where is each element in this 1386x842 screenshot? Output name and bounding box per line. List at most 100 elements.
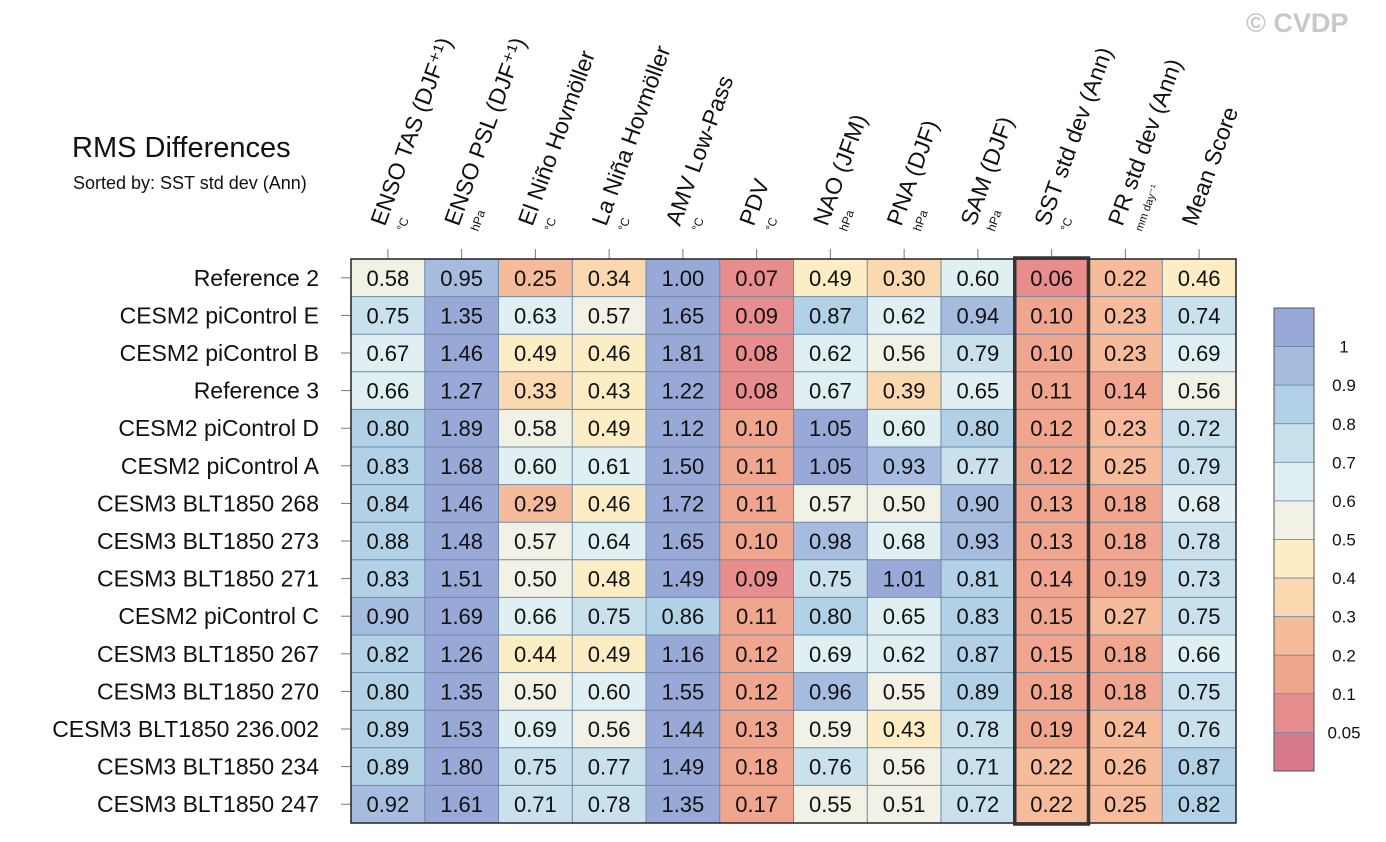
- heatmap-cell: [1014, 747, 1089, 786]
- column-unit: hPa: [468, 208, 489, 233]
- heatmap-cell: [351, 747, 425, 786]
- heatmap-cell: [646, 409, 720, 447]
- cell-value: 0.62: [809, 341, 852, 366]
- heatmap-cell: [646, 710, 720, 748]
- column-label-text: PNA (DJF): [881, 117, 943, 229]
- cell-value: 0.18: [1104, 529, 1147, 554]
- heatmap-cell: [646, 334, 720, 372]
- cell-value: 1.49: [661, 755, 704, 780]
- cell-value: 0.14: [1104, 379, 1147, 404]
- cell-value: 0.22: [1030, 755, 1073, 780]
- cell-value: 1.68: [440, 454, 483, 479]
- heatmap-cell: [351, 522, 425, 560]
- colorbar: 1 0.9 0.8 0.7 0.6 0.5 0.4 0.3 0.2 0.1 0.05: [1273, 307, 1361, 772]
- heatmap-cell: [498, 597, 573, 635]
- cell-value: 0.46: [588, 491, 631, 516]
- heatmap-cell: [1088, 635, 1163, 673]
- heatmap-cell: [1088, 296, 1163, 335]
- heatmap-cell: [1162, 296, 1236, 335]
- heatmap-cell: [719, 522, 794, 560]
- colorbar-tick-label: 0.9: [1332, 376, 1356, 395]
- heatmap-cell: [498, 259, 573, 297]
- heatmap-cell: [1162, 785, 1236, 823]
- heatmap-cell: [1014, 296, 1089, 335]
- heatmap-cell: [719, 635, 794, 673]
- cell-value: 0.13: [1030, 529, 1073, 554]
- heatmap-cell: [867, 559, 941, 598]
- cell-value: 0.93: [883, 454, 926, 479]
- heatmap-cell: [1162, 597, 1236, 635]
- heatmap-cell: [793, 409, 868, 447]
- cell-value: 0.49: [514, 341, 557, 366]
- cell-value: 0.87: [956, 642, 999, 667]
- colorbar-swatch: [1273, 693, 1315, 733]
- heatmap-cell: [646, 259, 720, 297]
- heatmap-cell: [793, 597, 868, 635]
- heatmap-cell: [498, 296, 573, 335]
- cell-value: 1.65: [661, 303, 704, 328]
- cell-value: 1.65: [661, 529, 704, 554]
- column-unit: °C: [763, 215, 781, 233]
- cell-value: 0.10: [735, 529, 778, 554]
- cell-value: 0.08: [735, 341, 778, 366]
- heatmap-cell: [793, 672, 868, 711]
- cell-value: 1.35: [440, 679, 483, 704]
- heatmap-cell: [498, 447, 573, 485]
- cell-value: 0.82: [366, 642, 409, 667]
- colorbar-swatch: [1273, 732, 1315, 772]
- heatmap-cell: [941, 559, 1015, 598]
- row-label: CESM3 BLT1850 267: [97, 641, 319, 667]
- heatmap-cell: [424, 710, 499, 748]
- heatmap-cell: [793, 334, 868, 372]
- cell-value: 0.55: [809, 792, 852, 817]
- heatmap-cell: [351, 409, 425, 447]
- colorbar-swatch: [1273, 423, 1315, 463]
- heatmap-cell: [941, 371, 1015, 410]
- colorbar-tick-label: 0.3: [1332, 608, 1356, 627]
- heatmap-cell: [793, 522, 868, 560]
- heatmap-cell: [867, 447, 941, 485]
- cell-value: 0.98: [809, 529, 852, 554]
- row-label: CESM2 piControl B: [120, 340, 319, 366]
- heatmap-cell: [1162, 484, 1236, 523]
- cell-value: 0.43: [588, 379, 631, 404]
- heatmap-cell: [424, 672, 499, 711]
- heatmap-cell: [572, 259, 646, 297]
- cell-value: 0.12: [1030, 454, 1073, 479]
- cell-value: 1.01: [883, 567, 926, 592]
- column-labels: ENSO TAS (DJF⁺¹)°C ENSO PSL (DJF⁺¹)hPa El …: [365, 34, 1243, 259]
- heatmap-cell: [867, 597, 941, 635]
- cell-value: 0.13: [735, 717, 778, 742]
- cell-value: 1.27: [440, 379, 483, 404]
- heatmap-cell: [1162, 635, 1236, 673]
- row-label: CESM3 BLT1850 273: [97, 528, 319, 554]
- heatmap-cell: [1014, 409, 1089, 447]
- cell-value: 0.25: [1104, 454, 1147, 479]
- column-unit: hPa: [910, 208, 931, 233]
- heatmap-cell: [572, 371, 646, 410]
- heatmap-cell: [424, 259, 499, 297]
- cell-value: 0.11: [736, 454, 777, 479]
- cell-value: 0.66: [366, 379, 409, 404]
- heatmap-cell: [424, 522, 499, 560]
- heatmap-cell: [941, 259, 1015, 297]
- row-label: CESM2 piControl A: [121, 453, 320, 479]
- cell-value: 0.77: [588, 755, 631, 780]
- cell-value: 1.55: [661, 679, 704, 704]
- heatmap-cell: [719, 785, 794, 823]
- row-labels: Reference 2 CESM2 piControl E CESM2 piCont…: [52, 265, 351, 817]
- heatmap-cell: [572, 522, 646, 560]
- cell-value: 0.08: [735, 379, 778, 404]
- cell-value: 0.12: [735, 642, 778, 667]
- cell-value: 1.46: [440, 491, 483, 516]
- heatmap-cell: [351, 672, 425, 711]
- cell-value: 0.18: [735, 755, 778, 780]
- column-label-text: El Niño Hovmöller: [513, 47, 600, 229]
- cell-value: 1.05: [809, 416, 852, 441]
- colorbar-tick-label: 0.5: [1332, 531, 1356, 550]
- cell-value: 0.95: [440, 266, 483, 291]
- cell-value: 0.69: [1178, 341, 1221, 366]
- cell-value: 0.56: [883, 341, 926, 366]
- column-label-text: SAM (DJF): [955, 113, 1018, 229]
- cell-value: 1.26: [440, 642, 483, 667]
